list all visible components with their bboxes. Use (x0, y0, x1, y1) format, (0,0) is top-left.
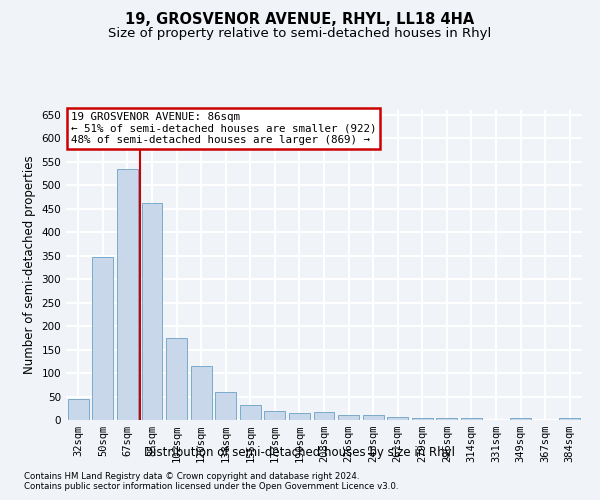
Bar (92, 256, 113, 420)
Bar (338, 416, 359, 420)
Bar (461, 418, 482, 420)
Bar (314, 412, 334, 420)
Bar (117, 168, 138, 420)
Bar (412, 418, 433, 420)
Bar (68, 399, 89, 420)
Bar (191, 366, 212, 420)
Bar (436, 418, 457, 420)
Text: Distribution of semi-detached houses by size in Rhyl: Distribution of semi-detached houses by … (145, 446, 455, 459)
Text: Size of property relative to semi-detached houses in Rhyl: Size of property relative to semi-detach… (109, 28, 491, 40)
Bar (559, 418, 580, 420)
Bar (142, 202, 163, 420)
Bar (362, 416, 383, 420)
Bar (166, 338, 187, 420)
Text: 19 GROSVENOR AVENUE: 86sqm
← 51% of semi-detached houses are smaller (922)
48% o: 19 GROSVENOR AVENUE: 86sqm ← 51% of semi… (71, 112, 377, 145)
Bar (289, 413, 310, 420)
Bar (215, 392, 236, 420)
Bar (240, 404, 261, 420)
Bar (265, 410, 286, 420)
Text: Contains HM Land Registry data © Crown copyright and database right 2024.: Contains HM Land Registry data © Crown c… (24, 472, 359, 481)
Bar (387, 416, 408, 420)
Text: Contains public sector information licensed under the Open Government Licence v3: Contains public sector information licen… (24, 482, 398, 491)
Y-axis label: Number of semi-detached properties: Number of semi-detached properties (23, 156, 36, 374)
Text: 19, GROSVENOR AVENUE, RHYL, LL18 4HA: 19, GROSVENOR AVENUE, RHYL, LL18 4HA (125, 12, 475, 28)
Bar (510, 418, 531, 420)
